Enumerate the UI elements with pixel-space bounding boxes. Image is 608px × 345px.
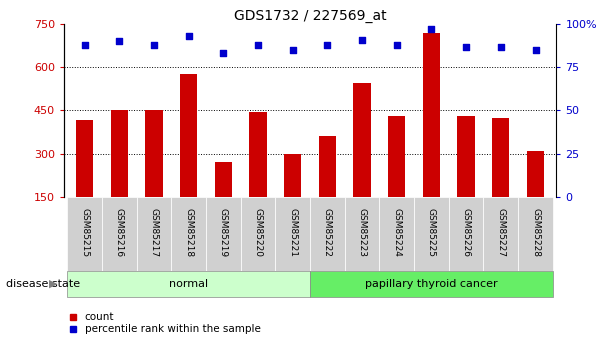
Point	[218, 51, 228, 56]
Bar	[215, 162, 232, 197]
Bar	[67, 270, 310, 297]
Bar	[492, 118, 510, 197]
Point	[323, 42, 333, 48]
Bar	[241, 197, 275, 271]
Text: GSM85228: GSM85228	[531, 208, 540, 257]
Point	[114, 39, 124, 44]
Text: GSM85220: GSM85220	[254, 208, 263, 257]
Text: GSM85221: GSM85221	[288, 208, 297, 257]
Text: GSM85222: GSM85222	[323, 208, 332, 257]
Bar	[137, 197, 171, 271]
Point	[184, 33, 193, 39]
Point	[253, 42, 263, 48]
Point	[392, 42, 402, 48]
Bar	[102, 197, 137, 271]
Bar	[527, 151, 544, 197]
Bar	[353, 83, 371, 197]
Bar	[111, 110, 128, 197]
Bar	[449, 197, 483, 271]
Text: normal: normal	[169, 279, 209, 289]
Bar	[171, 197, 206, 271]
Bar	[310, 197, 345, 271]
Point	[531, 47, 541, 53]
Point	[358, 37, 367, 42]
Bar	[457, 116, 475, 197]
Text: GSM85217: GSM85217	[150, 208, 159, 257]
Point	[149, 42, 159, 48]
Text: ▶: ▶	[49, 279, 58, 289]
Point	[80, 42, 89, 48]
Bar	[414, 197, 449, 271]
Bar	[518, 197, 553, 271]
Text: GSM85223: GSM85223	[358, 208, 367, 257]
Point	[288, 47, 297, 53]
Text: disease state: disease state	[6, 279, 80, 289]
Bar	[388, 116, 406, 197]
Text: GSM85215: GSM85215	[80, 208, 89, 257]
Bar	[284, 154, 302, 197]
Point	[496, 44, 506, 49]
Text: GSM85225: GSM85225	[427, 208, 436, 257]
Title: GDS1732 / 227569_at: GDS1732 / 227569_at	[233, 9, 387, 23]
Bar	[275, 197, 310, 271]
Bar	[180, 75, 198, 197]
Point	[427, 27, 437, 32]
Bar	[483, 197, 518, 271]
Text: papillary thyroid cancer: papillary thyroid cancer	[365, 279, 498, 289]
Legend: count, percentile rank within the sample: count, percentile rank within the sample	[69, 312, 261, 334]
Bar	[345, 197, 379, 271]
Text: GSM85224: GSM85224	[392, 208, 401, 257]
Text: GSM85219: GSM85219	[219, 208, 228, 257]
Bar	[249, 112, 267, 197]
Bar	[423, 33, 440, 197]
Text: GSM85226: GSM85226	[461, 208, 471, 257]
Bar	[379, 197, 414, 271]
Text: GSM85216: GSM85216	[115, 208, 124, 257]
Bar	[206, 197, 241, 271]
Point	[461, 44, 471, 49]
Bar	[310, 270, 553, 297]
Bar	[76, 120, 93, 197]
Bar	[67, 197, 102, 271]
Bar	[145, 110, 163, 197]
Text: GSM85227: GSM85227	[496, 208, 505, 257]
Bar	[319, 136, 336, 197]
Text: GSM85218: GSM85218	[184, 208, 193, 257]
